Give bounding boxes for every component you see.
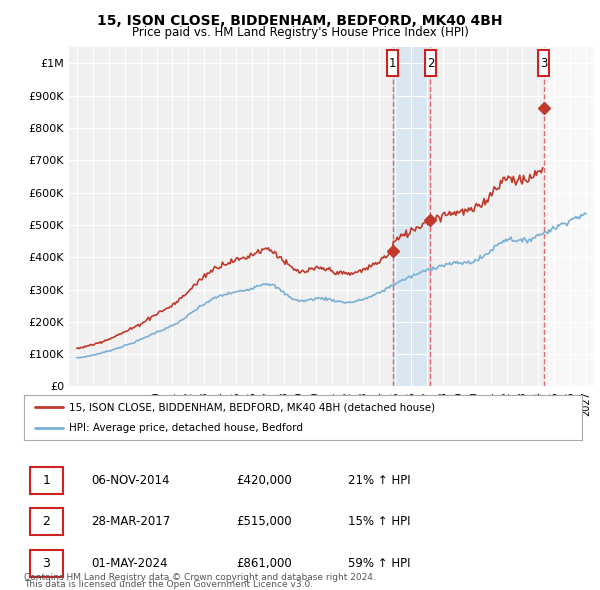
Text: 01-MAY-2024: 01-MAY-2024 bbox=[91, 556, 167, 570]
Text: 28-MAR-2017: 28-MAR-2017 bbox=[91, 515, 170, 529]
Text: 1: 1 bbox=[389, 57, 397, 70]
Text: Price paid vs. HM Land Registry's House Price Index (HPI): Price paid vs. HM Land Registry's House … bbox=[131, 26, 469, 39]
Text: 59% ↑ HPI: 59% ↑ HPI bbox=[347, 556, 410, 570]
Text: £420,000: £420,000 bbox=[236, 474, 292, 487]
FancyBboxPatch shape bbox=[29, 550, 63, 576]
Text: 06-NOV-2014: 06-NOV-2014 bbox=[91, 474, 169, 487]
Text: This data is licensed under the Open Government Licence v3.0.: This data is licensed under the Open Gov… bbox=[24, 581, 313, 589]
FancyBboxPatch shape bbox=[425, 50, 436, 76]
FancyBboxPatch shape bbox=[29, 509, 63, 535]
Text: 2: 2 bbox=[427, 57, 434, 70]
FancyBboxPatch shape bbox=[538, 50, 549, 76]
Text: 15, ISON CLOSE, BIDDENHAM, BEDFORD, MK40 4BH (detached house): 15, ISON CLOSE, BIDDENHAM, BEDFORD, MK40… bbox=[68, 402, 435, 412]
Text: £515,000: £515,000 bbox=[236, 515, 292, 529]
Bar bbox=[393, 47, 430, 386]
FancyBboxPatch shape bbox=[29, 467, 63, 494]
Text: HPI: Average price, detached house, Bedford: HPI: Average price, detached house, Bedf… bbox=[68, 422, 302, 432]
Text: £861,000: £861,000 bbox=[236, 556, 292, 570]
Text: Contains HM Land Registry data © Crown copyright and database right 2024.: Contains HM Land Registry data © Crown c… bbox=[24, 573, 376, 582]
FancyBboxPatch shape bbox=[387, 50, 398, 76]
Text: 3: 3 bbox=[43, 556, 50, 570]
Text: 21% ↑ HPI: 21% ↑ HPI bbox=[347, 474, 410, 487]
Text: 1: 1 bbox=[43, 474, 50, 487]
Text: 2: 2 bbox=[43, 515, 50, 529]
Text: 15, ISON CLOSE, BIDDENHAM, BEDFORD, MK40 4BH: 15, ISON CLOSE, BIDDENHAM, BEDFORD, MK40… bbox=[97, 14, 503, 28]
Bar bbox=[544, 47, 594, 386]
Text: 3: 3 bbox=[540, 57, 547, 70]
Text: 15% ↑ HPI: 15% ↑ HPI bbox=[347, 515, 410, 529]
